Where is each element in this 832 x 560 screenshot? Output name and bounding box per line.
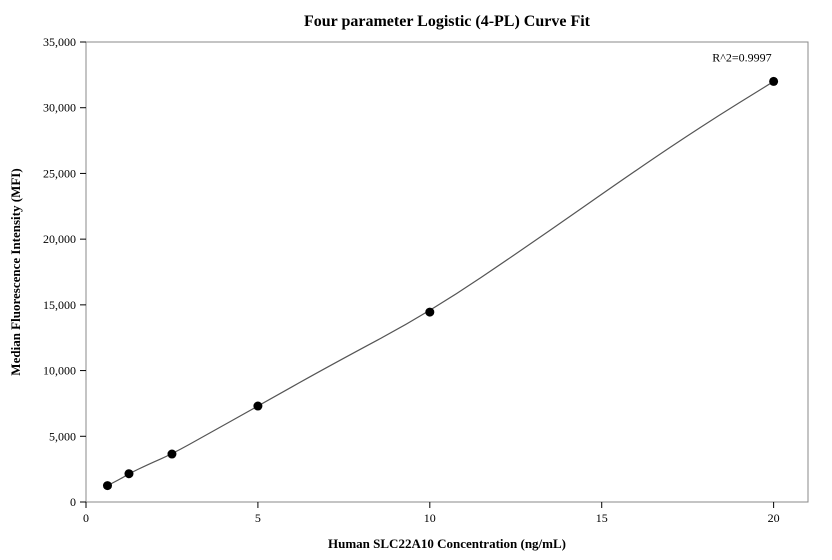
x-tick-label: 15 [596,511,608,525]
plot-border [86,42,808,502]
chart-title: Four parameter Logistic (4-PL) Curve Fit [304,13,591,30]
x-tick-label: 5 [255,511,261,525]
x-tick-label: 20 [768,511,780,525]
y-tick-label: 20,000 [43,232,76,246]
y-tick-label: 5,000 [49,429,76,443]
x-axis-label: Human SLC22A10 Concentration (ng/mL) [328,536,566,551]
data-point [769,77,778,86]
data-point [253,402,262,411]
x-tick-label: 10 [424,511,436,525]
data-point [103,481,112,490]
y-tick-label: 30,000 [43,101,76,115]
y-tick-label: 0 [70,495,76,509]
y-tick-label: 15,000 [43,298,76,312]
r-squared-annotation: R^2=0.9997 [712,51,771,65]
x-tick-label: 0 [83,511,89,525]
y-tick-label: 35,000 [43,35,76,49]
data-point [167,450,176,459]
y-tick-label: 10,000 [43,364,76,378]
y-axis-label: Median Fluorescence Intensity (MFI) [8,168,23,375]
data-point [124,469,133,478]
fit-curve [107,81,773,485]
y-tick-label: 25,000 [43,166,76,180]
chart-canvas: 0 5,000 10,000 15,000 20,000 25,000 30,000 35,0… [0,0,832,560]
data-point [425,308,434,317]
